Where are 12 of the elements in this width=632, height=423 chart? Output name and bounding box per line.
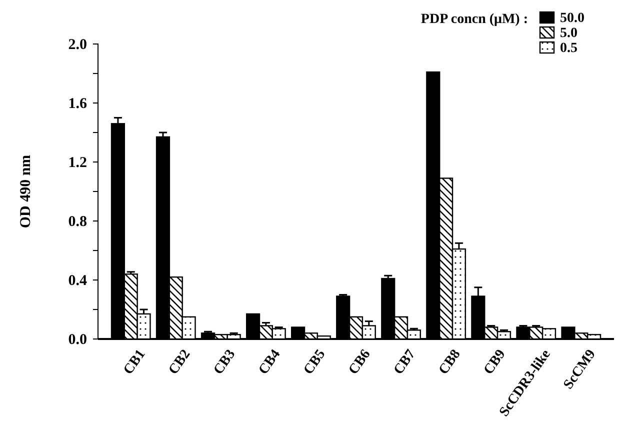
- y-axis-title: OD 490 nm: [18, 154, 34, 228]
- y-tick-label: 1.2: [68, 154, 87, 171]
- legend-title: PDP concn (μM) :: [420, 12, 528, 27]
- y-tick-label: 0.8: [68, 214, 87, 230]
- x-tick-label: CB1: [121, 347, 149, 378]
- y-tick-label: 0.4: [68, 272, 88, 289]
- y-tick-label: 1.6: [68, 96, 88, 112]
- legend-label: 0.5: [560, 41, 578, 56]
- legend-label: 5.0: [560, 26, 578, 41]
- legend-label: 50.0: [560, 11, 584, 26]
- y-tick-label: 0.0: [68, 332, 87, 348]
- y-tick-label: 2.0: [68, 36, 87, 53]
